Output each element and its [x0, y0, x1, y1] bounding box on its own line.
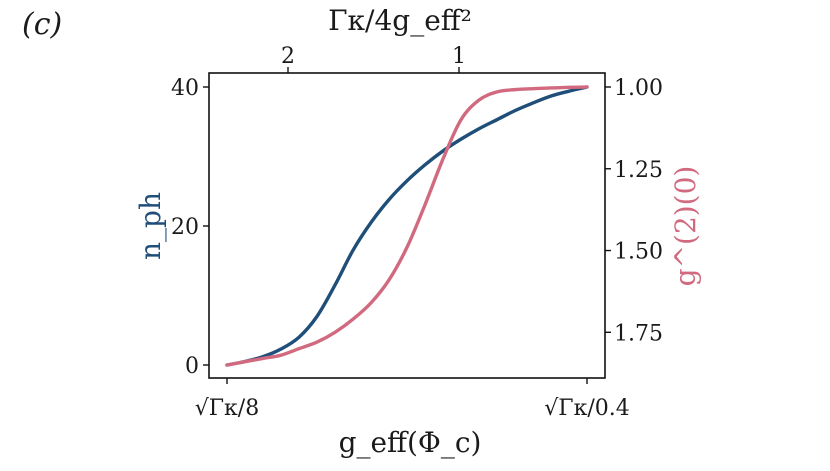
y-right-tick-label: 1.50 — [614, 240, 663, 265]
axis-labels: g_eff(Φ_c) Γκ/4g_eff² n_ph g^(2)(0) — [134, 4, 702, 459]
series-layer — [225, 85, 589, 367]
y-left-axis-label: n_ph — [134, 192, 167, 260]
y-right-axis-label: g^(2)(0) — [669, 166, 702, 287]
series-line-g2 — [225, 85, 589, 367]
y-left-tick-label: 40 — [171, 76, 199, 101]
y-right-tick-label: 1.25 — [614, 158, 663, 183]
x-top-tick-label: 1 — [452, 44, 466, 69]
x-top-tick-label: 2 — [281, 44, 295, 69]
series-line-nph — [225, 85, 589, 367]
x-bottom-tick-label: √Γκ/0.4 — [544, 396, 629, 421]
plot-frame — [208, 72, 606, 379]
y-left-tick-label: 20 — [171, 215, 199, 240]
y-left-tick-label: 0 — [185, 354, 199, 379]
x-bottom-tick-label: √Γκ/8 — [195, 396, 259, 421]
x-axis-label: g_eff(Φ_c) — [339, 426, 482, 459]
y-right-tick-label: 1.00 — [614, 76, 663, 101]
axes: 0 20 40 1.00 1.25 1.50 1.75 √Γκ/8 √Γκ/0.4 2 1 — [171, 44, 663, 421]
y-right-tick-label: 1.75 — [614, 321, 663, 346]
panel-label: (c) — [22, 7, 62, 42]
top-axis-label: Γκ/4g_eff² — [328, 4, 472, 37]
